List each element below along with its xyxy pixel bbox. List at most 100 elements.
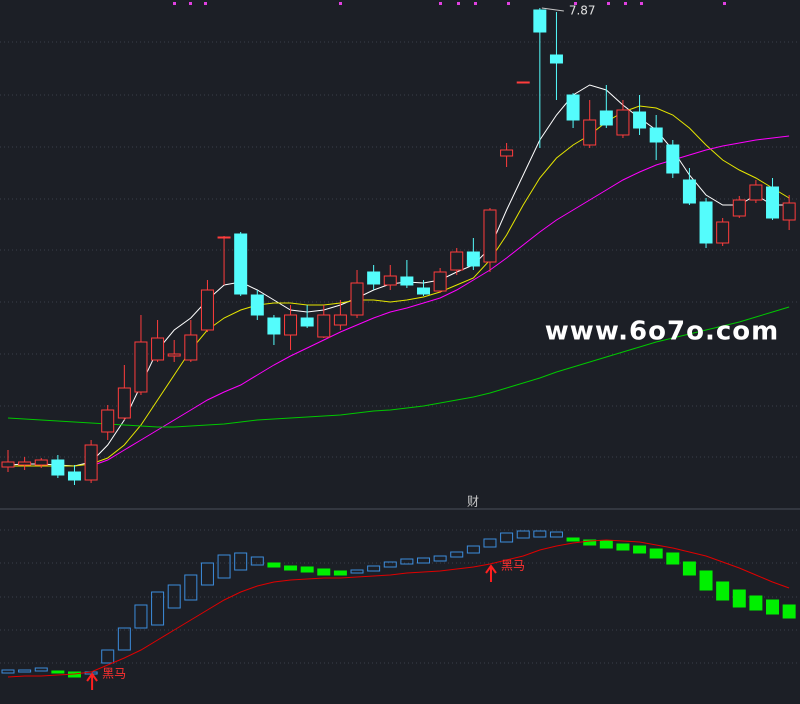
candle-body [1, 461, 15, 468]
indicator-box [716, 581, 730, 601]
moving-average-line [7, 306, 790, 428]
candle-body [466, 251, 480, 267]
candle-body [699, 201, 713, 244]
candle-body [67, 471, 81, 481]
indicator-box [300, 566, 314, 573]
signal-arrow-head [86, 672, 98, 682]
indicator-box [500, 532, 514, 543]
candle-body [616, 109, 630, 136]
indicator-box [766, 599, 780, 615]
indicator-box [217, 554, 231, 579]
indicator-box [117, 627, 131, 651]
marker-dot [189, 2, 192, 5]
candle-body [417, 287, 430, 295]
indicator-title: 财 [467, 495, 479, 509]
marker-dot [204, 2, 207, 5]
marker-dot [457, 2, 460, 5]
high-leader [541, 7, 564, 12]
indicator-box [682, 561, 696, 576]
marker-dot [624, 2, 627, 5]
candle-body [450, 251, 464, 271]
marker-dot [474, 2, 477, 5]
candle-body [18, 461, 32, 466]
indicator-box [666, 552, 680, 565]
candle-body [749, 184, 763, 201]
grid [0, 41, 800, 664]
signal-label: 黑马 [501, 559, 525, 573]
candle-body [317, 314, 331, 338]
candle-body [184, 334, 198, 361]
candle-body [566, 94, 580, 121]
indicator-box [433, 555, 447, 562]
indicator-box [367, 565, 381, 572]
indicator-box [51, 670, 65, 674]
marker-dot [173, 2, 176, 5]
indicator-box [167, 584, 181, 609]
candle-body [367, 271, 381, 285]
candle-body [250, 294, 264, 316]
candle-body [433, 271, 447, 292]
candle-body [84, 444, 98, 481]
candle-body [682, 179, 696, 204]
indicator-box [134, 604, 148, 629]
candle-body [217, 236, 231, 239]
indicator-box [732, 589, 746, 608]
indicator-box [234, 552, 248, 571]
candle-body [300, 317, 314, 327]
candle-body [716, 221, 730, 244]
indicator-box [566, 537, 580, 542]
candle-body [533, 9, 547, 33]
indicator-box [333, 570, 347, 576]
indicator-box [284, 565, 298, 571]
indicator-box [533, 530, 547, 538]
indicator-box [782, 604, 796, 619]
candle-body [267, 317, 281, 335]
candle-body [732, 199, 746, 217]
indicator-line [7, 539, 790, 678]
marker-dot [507, 2, 510, 5]
signal-arrow-head [485, 564, 497, 574]
candle-body [599, 110, 613, 126]
candle-body [649, 127, 663, 143]
indicator-box [483, 538, 497, 548]
indicator-box [466, 545, 480, 554]
indicator-box [250, 556, 264, 566]
indicator-box [1, 669, 15, 674]
indicator-box [400, 558, 414, 565]
candle-body [782, 202, 796, 221]
indicator-box [599, 540, 613, 549]
marker-dot [640, 2, 643, 5]
indicator-box [34, 667, 48, 672]
candle-body [383, 275, 397, 286]
indicator-box [267, 562, 281, 568]
candle-body [101, 409, 115, 433]
signal-label: 黑马 [102, 667, 126, 681]
candle-body [117, 387, 131, 419]
marker-dot [723, 2, 726, 5]
candle-body [151, 337, 165, 361]
candle-body [134, 341, 148, 393]
indicator-box [633, 545, 647, 554]
marker-dot [607, 2, 610, 5]
candle-body [666, 144, 680, 174]
candle-body [34, 459, 48, 466]
candle-body [633, 111, 647, 129]
candle-body [333, 314, 347, 326]
candle-body [400, 276, 414, 286]
watermark: www.6o7o.com [545, 317, 779, 347]
indicator-box [549, 531, 563, 538]
indicator-box [616, 543, 630, 551]
marker-dot [339, 2, 342, 5]
candle-body [51, 459, 65, 476]
indicator-box [151, 591, 165, 626]
indicator-box [699, 570, 713, 591]
high-label: 7.87 [569, 4, 596, 18]
marker-dot [574, 2, 577, 5]
indicator-box [184, 574, 198, 601]
candle-body [583, 119, 597, 146]
indicator-box [649, 548, 663, 559]
candle-body [200, 289, 214, 331]
candle-body [516, 81, 530, 84]
